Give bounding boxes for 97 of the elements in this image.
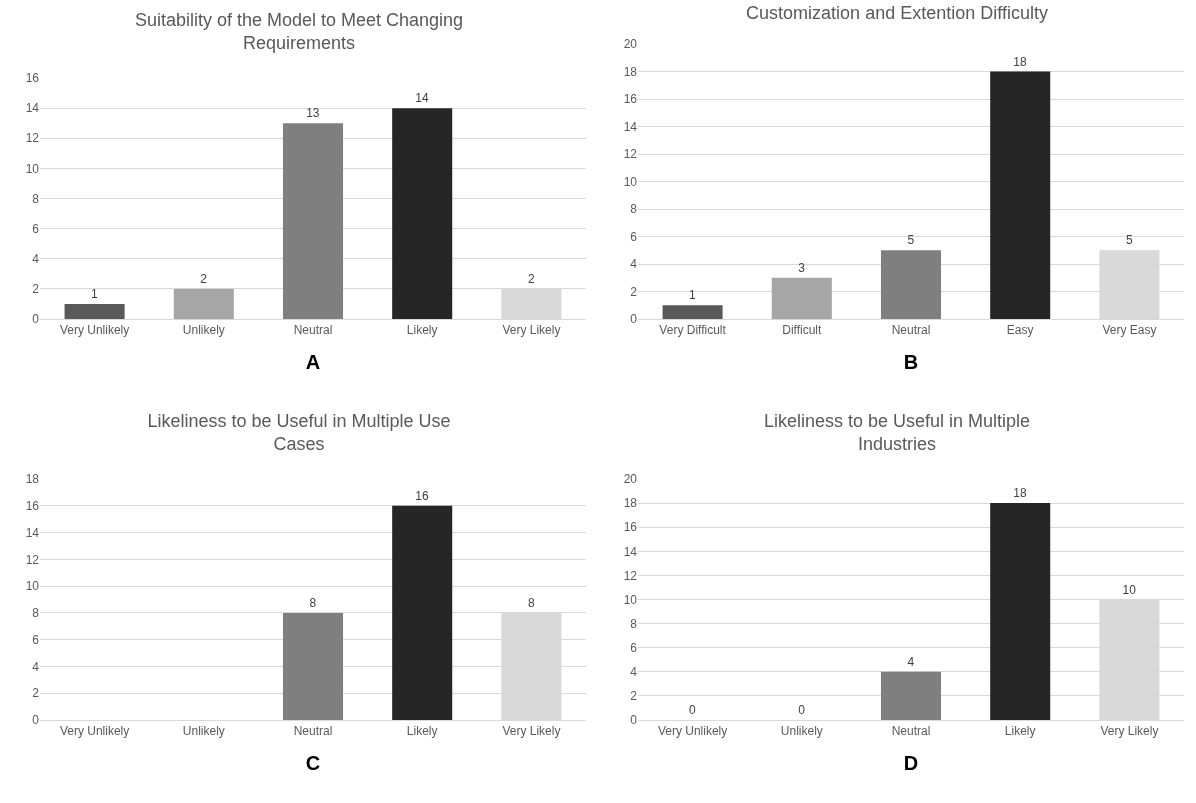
y-tick-label: 10	[623, 174, 638, 189]
y-tick-label: 6	[32, 221, 40, 236]
y-tick-label: 16	[25, 71, 40, 86]
bar	[392, 108, 453, 319]
y-tick-label: 10	[25, 579, 40, 594]
x-tick-label: Unlikely	[780, 724, 823, 739]
data-label: 18	[1013, 486, 1028, 501]
data-label: 0	[689, 703, 697, 717]
data-label: 0	[798, 703, 806, 717]
y-tick-label: 16	[623, 92, 638, 107]
x-tick-label: Unlikely	[182, 323, 225, 338]
x-tick-label: Neutral	[293, 323, 333, 338]
x-tick-label: Very Likely	[502, 323, 561, 338]
data-label: 1	[689, 288, 697, 303]
y-tick-label: 20	[623, 472, 638, 487]
y-tick-label: 14	[25, 101, 40, 116]
y-tick-label: 18	[25, 472, 40, 487]
y-tick-label: 6	[630, 640, 638, 655]
y-tick-label: 18	[623, 496, 638, 511]
x-tick-label: Very Difficult	[659, 323, 727, 338]
data-label: 3	[798, 260, 806, 275]
bar	[990, 503, 1051, 720]
y-tick-label: 2	[32, 282, 40, 297]
bar	[990, 71, 1051, 319]
y-tick-label: 14	[623, 119, 638, 134]
data-label: 16	[415, 488, 430, 503]
bar	[880, 671, 942, 720]
x-tick-label: Unlikely	[182, 724, 225, 739]
data-label: 5	[907, 233, 915, 248]
data-label: 4	[907, 654, 915, 669]
chart-title: Likeliness to be Useful in Multiple Industries	[763, 411, 1031, 455]
data-label: 2	[200, 271, 208, 286]
chart-title: Likeliness to be Useful in Multiple Use Cases	[147, 411, 451, 455]
y-tick-label: 6	[32, 632, 40, 647]
data-label: 18	[1013, 54, 1028, 69]
y-tick-label: 4	[32, 659, 40, 674]
bar	[64, 303, 125, 319]
x-tick-label: Likely	[1004, 724, 1036, 739]
y-tick-label: 12	[623, 568, 638, 583]
y-tick-label: 16	[25, 498, 40, 513]
y-tick-label: 8	[630, 616, 638, 631]
x-axis-title: B	[903, 350, 919, 373]
y-tick-label: 0	[32, 713, 40, 728]
x-tick-label: Very Unlikely	[59, 724, 130, 739]
y-tick-label: 20	[623, 37, 638, 52]
y-tick-label: 4	[630, 665, 638, 679]
x-tick-label: Very Unlikely	[59, 323, 130, 338]
x-tick-label: Very Likely	[1100, 724, 1159, 739]
x-tick-label: Likely	[406, 724, 438, 739]
data-label: 10	[1122, 582, 1137, 597]
data-label: 5	[1125, 233, 1133, 248]
x-tick-label: Likely	[406, 323, 438, 338]
chart-title: Suitability of the Model to Meet Changing Requirements	[134, 10, 464, 54]
y-tick-label: 10	[25, 161, 40, 176]
x-axis-title: A	[305, 350, 321, 373]
y-tick-label: 8	[32, 606, 40, 621]
bar	[771, 277, 832, 319]
data-label: 14	[415, 91, 430, 106]
y-tick-label: 14	[25, 525, 40, 540]
y-tick-label: 6	[630, 229, 638, 244]
x-tick-label: Neutral	[891, 323, 931, 338]
x-tick-label: Neutral	[891, 724, 931, 739]
x-tick-label: Neutral	[293, 724, 333, 739]
y-tick-label: 18	[623, 64, 638, 79]
data-label: 8	[309, 595, 317, 610]
chart-title: Customization and Extention Difficulty	[746, 2, 1048, 23]
data-label: 8	[527, 595, 535, 610]
data-label: 2	[527, 271, 535, 286]
y-tick-label: 2	[630, 689, 638, 704]
y-tick-label: 10	[623, 592, 638, 607]
y-tick-label: 0	[32, 312, 40, 327]
data-label: 13	[306, 106, 320, 121]
bar	[880, 250, 942, 319]
bar	[173, 288, 234, 319]
x-tick-label: Very Easy	[1102, 323, 1157, 338]
x-axis-title: D	[903, 751, 919, 774]
y-tick-label: 8	[630, 202, 638, 217]
y-tick-label: 2	[32, 686, 40, 701]
y-tick-label: 14	[623, 544, 638, 559]
y-tick-label: 4	[32, 251, 40, 266]
x-tick-label: Very Unlikely	[657, 724, 728, 739]
y-tick-label: 12	[623, 147, 638, 162]
y-tick-label: 16	[623, 520, 638, 535]
y-tick-label: 12	[25, 552, 40, 567]
y-tick-label: 12	[25, 131, 40, 146]
x-tick-label: Easy	[1006, 323, 1034, 338]
bar	[282, 123, 344, 319]
y-tick-label: 2	[630, 284, 638, 299]
y-tick-label: 0	[630, 713, 638, 728]
x-tick-label: Difficult	[782, 323, 823, 338]
data-label: 1	[91, 286, 99, 301]
x-tick-label: Very Likely	[502, 724, 561, 739]
x-axis-title: C	[305, 751, 321, 774]
y-tick-label: 4	[630, 257, 638, 272]
y-tick-label: 0	[630, 312, 638, 327]
bar	[662, 305, 723, 319]
y-tick-label: 8	[32, 191, 40, 206]
